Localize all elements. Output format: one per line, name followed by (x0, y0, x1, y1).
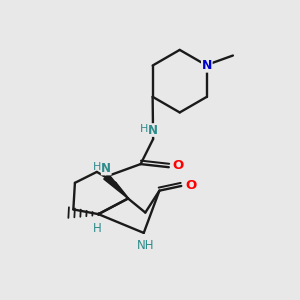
Text: N: N (101, 162, 111, 175)
Text: N: N (148, 124, 158, 136)
Text: O: O (185, 178, 196, 191)
Text: H: H (92, 222, 101, 235)
Text: O: O (172, 159, 184, 172)
Text: NH: NH (136, 238, 154, 251)
Text: H: H (140, 124, 148, 134)
Polygon shape (104, 174, 128, 199)
Text: H: H (93, 162, 101, 172)
Text: N: N (202, 59, 212, 72)
